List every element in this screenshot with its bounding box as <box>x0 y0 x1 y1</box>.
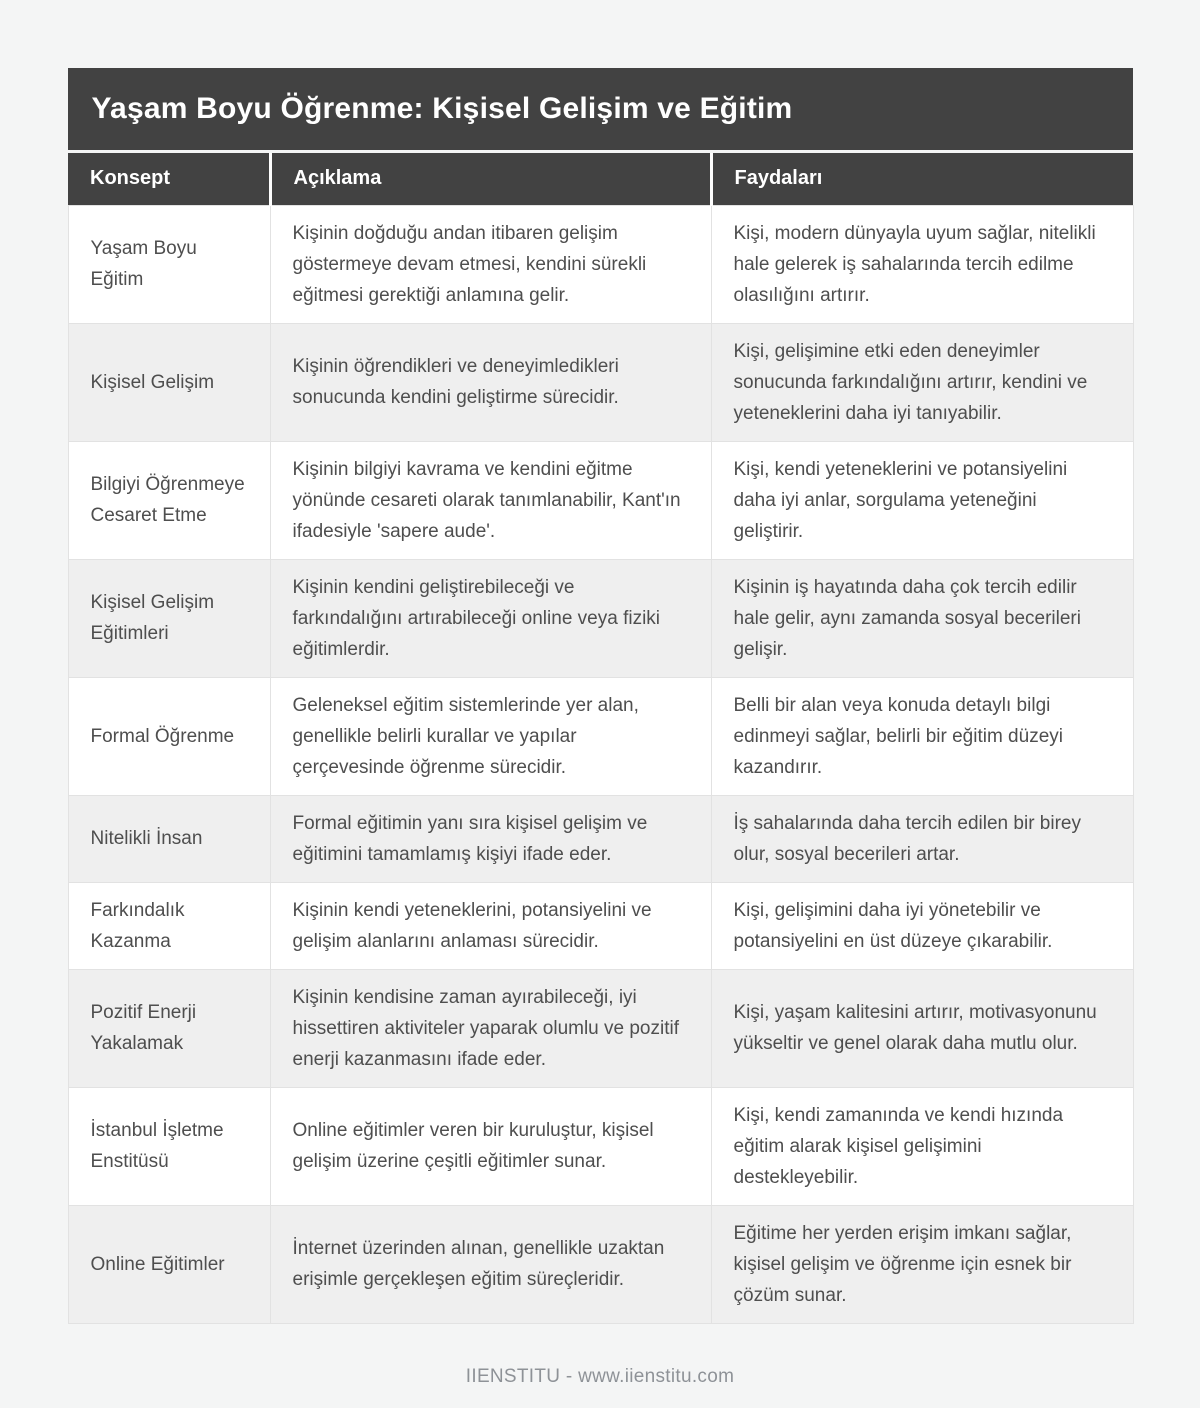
cell-konsept: Farkındalık Kazanma <box>67 881 271 970</box>
table-row: Kişisel Gelişim Eğitimleri Kişinin kendi… <box>67 558 1134 678</box>
table-row: Nitelikli İnsan Formal eğitimin yanı sır… <box>67 794 1134 883</box>
cell-aciklama: Kişinin kendi yeteneklerini, potansiyeli… <box>269 881 712 970</box>
column-header-aciklama: Açıklama <box>268 153 711 205</box>
cell-aciklama: Formal eğitimin yanı sıra kişisel gelişi… <box>269 794 712 883</box>
cell-aciklama: Kişinin kendini geliştirebileceği ve far… <box>269 558 712 678</box>
cell-faydalari: Kişi, kendi yeteneklerini ve potansiyeli… <box>710 440 1134 560</box>
cell-aciklama: Kişinin doğduğu andan itibaren gelişim g… <box>269 204 712 324</box>
cell-aciklama: İnternet üzerinden alınan, genellikle uz… <box>269 1204 712 1324</box>
cell-aciklama: Kişinin kendisine zaman ayırabileceği, i… <box>269 968 712 1088</box>
cell-faydalari: Kişi, yaşam kalitesini artırır, motivasy… <box>710 968 1134 1088</box>
column-header-faydalari: Faydaları <box>709 153 1133 205</box>
table-row: Pozitif Enerji Yakalamak Kişinin kendisi… <box>67 968 1134 1088</box>
cell-aciklama: Kişinin öğrendikleri ve deneyimledikleri… <box>269 322 712 442</box>
table-header: Konsept Açıklama Faydaları <box>68 153 1133 205</box>
column-header-konsept: Konsept <box>68 153 270 205</box>
table-row: Farkındalık Kazanma Kişinin kendi yetene… <box>67 881 1134 970</box>
concept-table: Konsept Açıklama Faydaları Yaşam Boyu Eğ… <box>67 153 1134 1324</box>
cell-konsept: Kişisel Gelişim Eğitimleri <box>67 558 271 678</box>
page-title: Yaşam Boyu Öğrenme: Kişisel Gelişim ve E… <box>67 68 1133 150</box>
cell-faydalari: Kişi, gelişimini daha iyi yönetebilir ve… <box>710 881 1134 970</box>
cell-aciklama: Kişinin bilgiyi kavrama ve kendini eğitm… <box>269 440 712 560</box>
cell-konsept: Bilgiyi Öğrenmeye Cesaret Etme <box>67 440 271 560</box>
table-row: Kişisel Gelişim Kişinin öğrendikleri ve … <box>67 322 1134 442</box>
cell-faydalari: Kişi, kendi zamanında ve kendi hızında e… <box>710 1086 1134 1206</box>
table-row: Formal Öğrenme Geleneksel eğitim sisteml… <box>67 676 1134 796</box>
cell-faydalari: Kişi, modern dünyayla uyum sağlar, nitel… <box>710 204 1134 324</box>
table-row: İstanbul İşletme Enstitüsü Online eğitim… <box>67 1086 1134 1206</box>
cell-faydalari: Eğitime her yerden erişim imkanı sağlar,… <box>710 1204 1134 1324</box>
footer-credit: IIENSTITU - www.iienstitu.com <box>465 1365 735 1387</box>
cell-faydalari: İş sahalarında daha tercih edilen bir bi… <box>710 794 1134 883</box>
cell-konsept: Online Eğitimler <box>67 1204 271 1324</box>
cell-aciklama: Online eğitimler veren bir kuruluştur, k… <box>269 1086 712 1206</box>
cell-konsept: Pozitif Enerji Yakalamak <box>67 968 271 1088</box>
cell-konsept: Nitelikli İnsan <box>67 794 271 883</box>
concept-table-card: Yaşam Boyu Öğrenme: Kişisel Gelişim ve E… <box>67 68 1134 1324</box>
cell-konsept: Kişisel Gelişim <box>67 322 271 442</box>
header-row: Konsept Açıklama Faydaları <box>68 153 1133 205</box>
cell-faydalari: Kişi, gelişimine etki eden deneyimler so… <box>710 322 1134 442</box>
table-row: Yaşam Boyu Eğitim Kişinin doğduğu andan … <box>67 204 1134 324</box>
cell-faydalari: Kişinin iş hayatında daha çok tercih edi… <box>710 558 1134 678</box>
cell-konsept: İstanbul İşletme Enstitüsü <box>67 1086 271 1206</box>
cell-konsept: Formal Öğrenme <box>67 676 271 796</box>
table-row: Online Eğitimler İnternet üzerinden alın… <box>67 1204 1134 1324</box>
table-body: Yaşam Boyu Eğitim Kişinin doğduğu andan … <box>67 204 1134 1324</box>
cell-faydalari: Belli bir alan veya konuda detaylı bilgi… <box>710 676 1134 796</box>
cell-aciklama: Geleneksel eğitim sistemlerinde yer alan… <box>269 676 712 796</box>
table-row: Bilgiyi Öğrenmeye Cesaret Etme Kişinin b… <box>67 440 1134 560</box>
cell-konsept: Yaşam Boyu Eğitim <box>67 204 271 324</box>
